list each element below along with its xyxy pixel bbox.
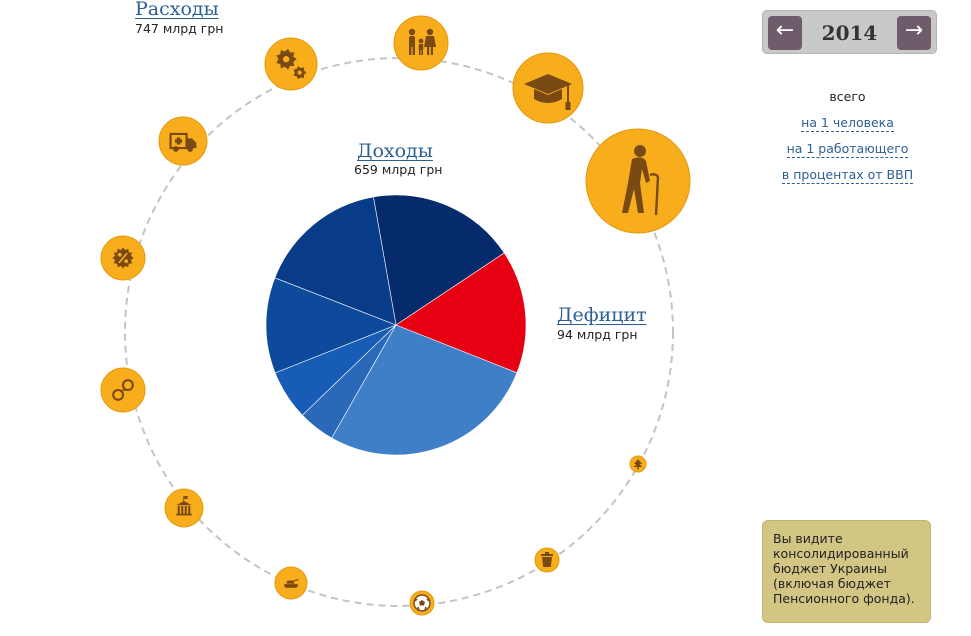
tree-icon[interactable] bbox=[629, 455, 647, 473]
government-building-icon[interactable] bbox=[164, 488, 204, 528]
mode-per-worker[interactable]: на 1 работающего bbox=[770, 140, 925, 158]
deficit-value: 94 млрд грн bbox=[557, 327, 638, 342]
pie-slice-0[interactable] bbox=[373, 194, 505, 326]
year-label: 2014 bbox=[821, 21, 878, 45]
percent-badge-icon[interactable] bbox=[100, 235, 146, 281]
mode-total-label: всего bbox=[829, 89, 866, 104]
family-icon[interactable] bbox=[393, 15, 449, 71]
mode-percent-gdp[interactable]: в процентах от ВВП bbox=[770, 166, 925, 184]
mode-per-worker-label: на 1 работающего bbox=[786, 141, 909, 158]
expenses-title[interactable]: Расходы bbox=[135, 0, 219, 20]
next-year-button[interactable]: → bbox=[897, 16, 931, 50]
pie-slice-deficit[interactable] bbox=[395, 252, 527, 374]
graduation-cap-icon[interactable] bbox=[512, 52, 584, 124]
deficit-title[interactable]: Дефицит bbox=[557, 304, 647, 326]
mode-total[interactable]: всего bbox=[770, 88, 925, 105]
year-selector: ← 2014 → bbox=[762, 10, 937, 54]
display-mode-list: всего на 1 человека на 1 работающего в п… bbox=[770, 88, 925, 192]
pie-slice-2[interactable] bbox=[331, 324, 518, 456]
expenses-value: 747 млрд грн bbox=[135, 21, 224, 36]
revenue-value: 659 млрд грн bbox=[354, 162, 443, 177]
info-note: Вы видите консолидированный бюджет Украи… bbox=[762, 520, 931, 623]
soccer-ball-icon[interactable] bbox=[409, 590, 435, 616]
mode-percent-gdp-label: в процентах от ВВП bbox=[781, 167, 914, 184]
mode-per-person[interactable]: на 1 человека bbox=[770, 114, 925, 132]
revenue-pie bbox=[265, 194, 527, 456]
pie-slice-5[interactable] bbox=[265, 277, 397, 374]
ambulance-icon[interactable] bbox=[158, 116, 208, 166]
revenue-title[interactable]: Доходы bbox=[357, 140, 433, 162]
previous-year-button[interactable]: ← bbox=[768, 16, 802, 50]
trash-bin-icon[interactable] bbox=[534, 547, 560, 573]
elderly-person-icon[interactable] bbox=[585, 128, 691, 234]
pie-slice-6[interactable] bbox=[274, 196, 397, 326]
tank-icon[interactable] bbox=[274, 566, 308, 600]
gears-icon[interactable] bbox=[264, 37, 318, 91]
expense-icons bbox=[100, 15, 691, 616]
handcuffs-icon[interactable] bbox=[100, 367, 146, 413]
mode-per-person-label: на 1 человека bbox=[801, 115, 894, 132]
